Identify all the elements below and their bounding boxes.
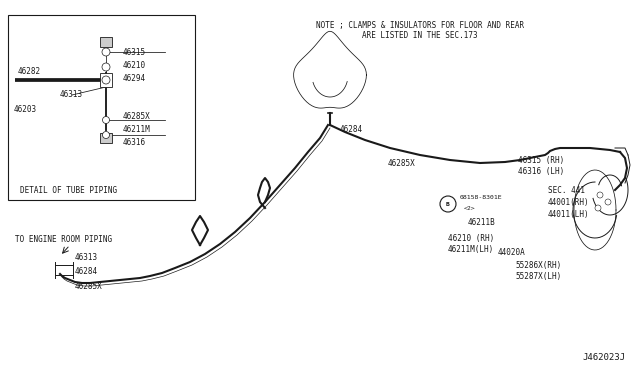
Text: 46211B: 46211B	[468, 218, 496, 227]
Text: NOTE ; CLAMPS & INSULATORS FOR FLOOR AND REAR: NOTE ; CLAMPS & INSULATORS FOR FLOOR AND…	[316, 21, 524, 30]
Circle shape	[605, 199, 611, 205]
Bar	[100, 133, 112, 143]
Text: 46285X: 46285X	[75, 282, 103, 291]
Text: 46313: 46313	[60, 90, 83, 99]
Text: 46294: 46294	[123, 74, 146, 83]
Text: 46315 (RH): 46315 (RH)	[518, 156, 564, 165]
Text: DETAIL OF TUBE PIPING: DETAIL OF TUBE PIPING	[20, 186, 117, 195]
Text: 46284: 46284	[75, 267, 98, 276]
Text: 46285X: 46285X	[123, 112, 151, 121]
Text: 46210: 46210	[123, 61, 146, 70]
Text: B: B	[446, 202, 450, 206]
Text: ARE LISTED IN THE SEC.173: ARE LISTED IN THE SEC.173	[362, 31, 478, 40]
Text: 44020A: 44020A	[498, 248, 525, 257]
Text: 46284: 46284	[340, 125, 363, 134]
Text: 46316 (LH): 46316 (LH)	[518, 167, 564, 176]
Text: <2>: <2>	[464, 206, 476, 211]
Bar	[100, 73, 112, 87]
Circle shape	[102, 116, 109, 124]
Text: 46211M(LH): 46211M(LH)	[448, 245, 494, 254]
Text: 46203: 46203	[14, 105, 37, 114]
Circle shape	[102, 76, 110, 84]
Circle shape	[102, 63, 110, 71]
Text: 46316: 46316	[123, 138, 146, 147]
Text: 46285X: 46285X	[388, 159, 416, 168]
Text: SEC. 441: SEC. 441	[548, 186, 585, 195]
Bar	[8, 15, 195, 200]
Text: 08158-8301E: 08158-8301E	[460, 195, 502, 200]
Text: TO ENGINE ROOM PIPING: TO ENGINE ROOM PIPING	[15, 235, 112, 244]
Text: J462023J: J462023J	[582, 353, 625, 362]
Text: 46315: 46315	[123, 48, 146, 57]
Text: 44011(LH): 44011(LH)	[548, 210, 589, 219]
Circle shape	[595, 205, 601, 211]
Text: 46210 (RH): 46210 (RH)	[448, 234, 494, 243]
Text: 55286X(RH): 55286X(RH)	[515, 261, 561, 270]
Bar	[100, 37, 112, 47]
Text: 46313: 46313	[75, 253, 98, 262]
Text: 55287X(LH): 55287X(LH)	[515, 272, 561, 281]
Text: 44001(RH): 44001(RH)	[548, 198, 589, 207]
Circle shape	[102, 131, 109, 138]
Text: 46282: 46282	[18, 67, 41, 76]
Text: 46211M: 46211M	[123, 125, 151, 134]
Circle shape	[440, 196, 456, 212]
Circle shape	[102, 48, 110, 56]
Circle shape	[597, 192, 603, 198]
